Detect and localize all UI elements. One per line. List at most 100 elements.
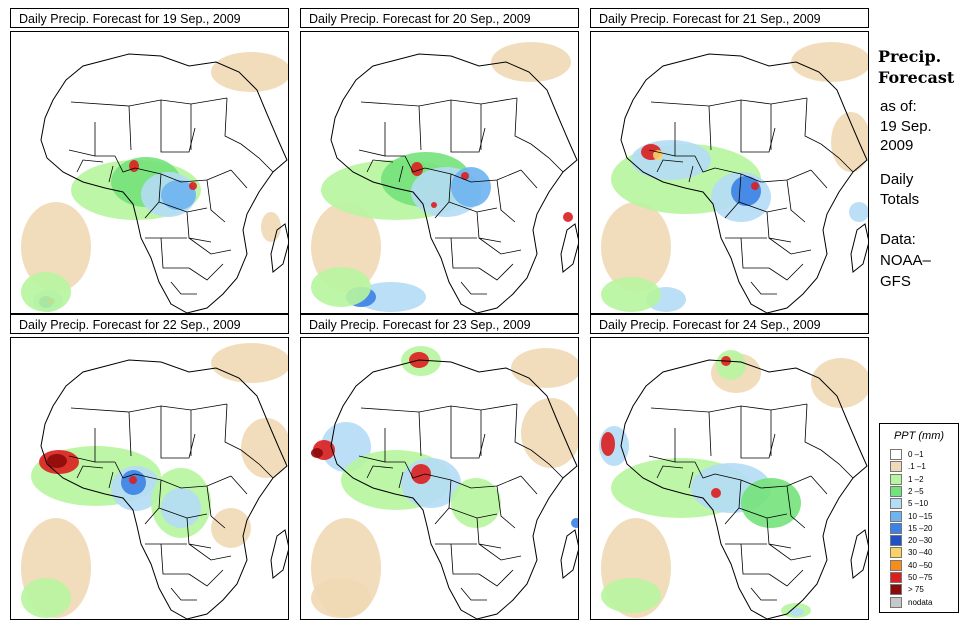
country-border xyxy=(724,507,740,525)
legend-label: 0 –1 xyxy=(908,450,924,459)
country-border xyxy=(656,159,684,173)
country-border xyxy=(160,543,189,575)
country-border xyxy=(186,211,212,243)
country-border xyxy=(804,403,822,451)
precip-area xyxy=(563,212,573,222)
precip-area xyxy=(161,180,196,210)
panel-title: Daily Precip. Forecast for 22 Sep., 2009 xyxy=(10,314,289,334)
country-border xyxy=(94,122,115,157)
country-border xyxy=(694,461,716,479)
country-border xyxy=(694,155,716,173)
country-border xyxy=(714,473,812,489)
precip-area xyxy=(311,448,323,458)
country-border xyxy=(358,149,386,157)
country-border xyxy=(724,201,740,219)
country-border xyxy=(740,406,776,459)
precip-area xyxy=(716,350,746,380)
country-border xyxy=(768,263,804,281)
country-border xyxy=(160,406,196,459)
legend-label: 5 –10 xyxy=(908,499,929,509)
country-border xyxy=(650,403,808,413)
legend-label: 15 –20 xyxy=(908,523,933,533)
legend-swatch xyxy=(890,510,902,522)
country-border xyxy=(740,100,776,153)
country-border xyxy=(450,237,479,269)
precip-area xyxy=(411,464,431,484)
country-border xyxy=(240,449,274,479)
precip-area xyxy=(21,578,71,618)
precip-area xyxy=(451,167,491,207)
country-border xyxy=(134,167,232,183)
country-border xyxy=(768,543,812,561)
madagascar-outline xyxy=(850,223,868,273)
legend-swatch xyxy=(890,461,902,473)
country-border xyxy=(768,569,804,587)
country-border xyxy=(786,179,806,223)
legend-swatch xyxy=(890,572,902,583)
legend-swatch xyxy=(890,498,902,510)
precip-area xyxy=(461,172,469,180)
country-border xyxy=(478,263,514,281)
country-border xyxy=(160,237,189,269)
legend-swatch xyxy=(890,449,902,460)
country-border xyxy=(158,479,208,519)
panel-title: Daily Precip. Forecast for 20 Sep., 2009 xyxy=(300,8,579,28)
country-border xyxy=(648,455,676,463)
precip-area xyxy=(47,454,67,468)
precip-area xyxy=(356,282,426,312)
precip-area xyxy=(211,508,251,548)
legend-title: PPT (mm) xyxy=(893,430,945,442)
country-border xyxy=(520,475,538,495)
side-title: Precip. Forecast xyxy=(878,46,954,88)
country-border xyxy=(424,473,522,489)
country-border xyxy=(810,169,828,189)
legend-label: nodata xyxy=(908,597,933,607)
country-border xyxy=(530,143,564,173)
precip-area xyxy=(261,212,281,242)
country-border xyxy=(230,475,248,495)
africa-map xyxy=(21,343,288,619)
country-border xyxy=(768,237,812,255)
country-border xyxy=(514,403,532,451)
forecast-panel-2: Daily Precip. Forecast for 20 Sep., 2009 xyxy=(300,8,581,314)
country-border xyxy=(820,143,854,173)
precip-area xyxy=(849,202,868,222)
country-border xyxy=(496,179,516,223)
country-border xyxy=(514,97,532,145)
country-border xyxy=(648,149,676,157)
country-border xyxy=(70,403,228,413)
legend-label: > 75 xyxy=(908,585,924,595)
side-data-line3: GFS xyxy=(880,273,911,290)
legend-swatch xyxy=(890,559,902,571)
country-border xyxy=(230,169,248,189)
country-border xyxy=(398,471,404,489)
country-border xyxy=(450,406,486,459)
country-border xyxy=(68,455,96,463)
country-border xyxy=(476,211,502,243)
precip-area xyxy=(631,140,711,180)
country-border xyxy=(404,461,426,479)
legend-label: 50 –75 xyxy=(908,573,933,582)
country-border xyxy=(144,201,160,219)
africa-coastline xyxy=(330,359,578,619)
forecast-panel-1: Daily Precip. Forecast for 19 Sep., 2009 xyxy=(10,8,291,314)
legend-label: 2 –5 xyxy=(908,486,924,496)
country-border xyxy=(448,173,498,213)
country-border xyxy=(530,449,564,479)
country-border xyxy=(76,159,104,173)
country-border xyxy=(144,507,160,525)
legend-swatch xyxy=(890,584,902,596)
country-border xyxy=(750,281,777,295)
country-border xyxy=(114,155,136,173)
precip-legend: PPT (mm) 0 –1 .1 –1 1 –2 2 –5 5 –10 10 –15 15 … xyxy=(879,423,959,613)
africa-coastline xyxy=(40,53,288,313)
precip-area xyxy=(601,202,671,292)
madagascar-outline xyxy=(270,529,288,579)
precip-area xyxy=(601,578,661,613)
country-border xyxy=(366,465,394,479)
country-border xyxy=(358,455,386,463)
country-border xyxy=(418,411,422,457)
country-border xyxy=(478,237,522,255)
country-border xyxy=(448,479,498,519)
precip-area xyxy=(741,478,801,528)
